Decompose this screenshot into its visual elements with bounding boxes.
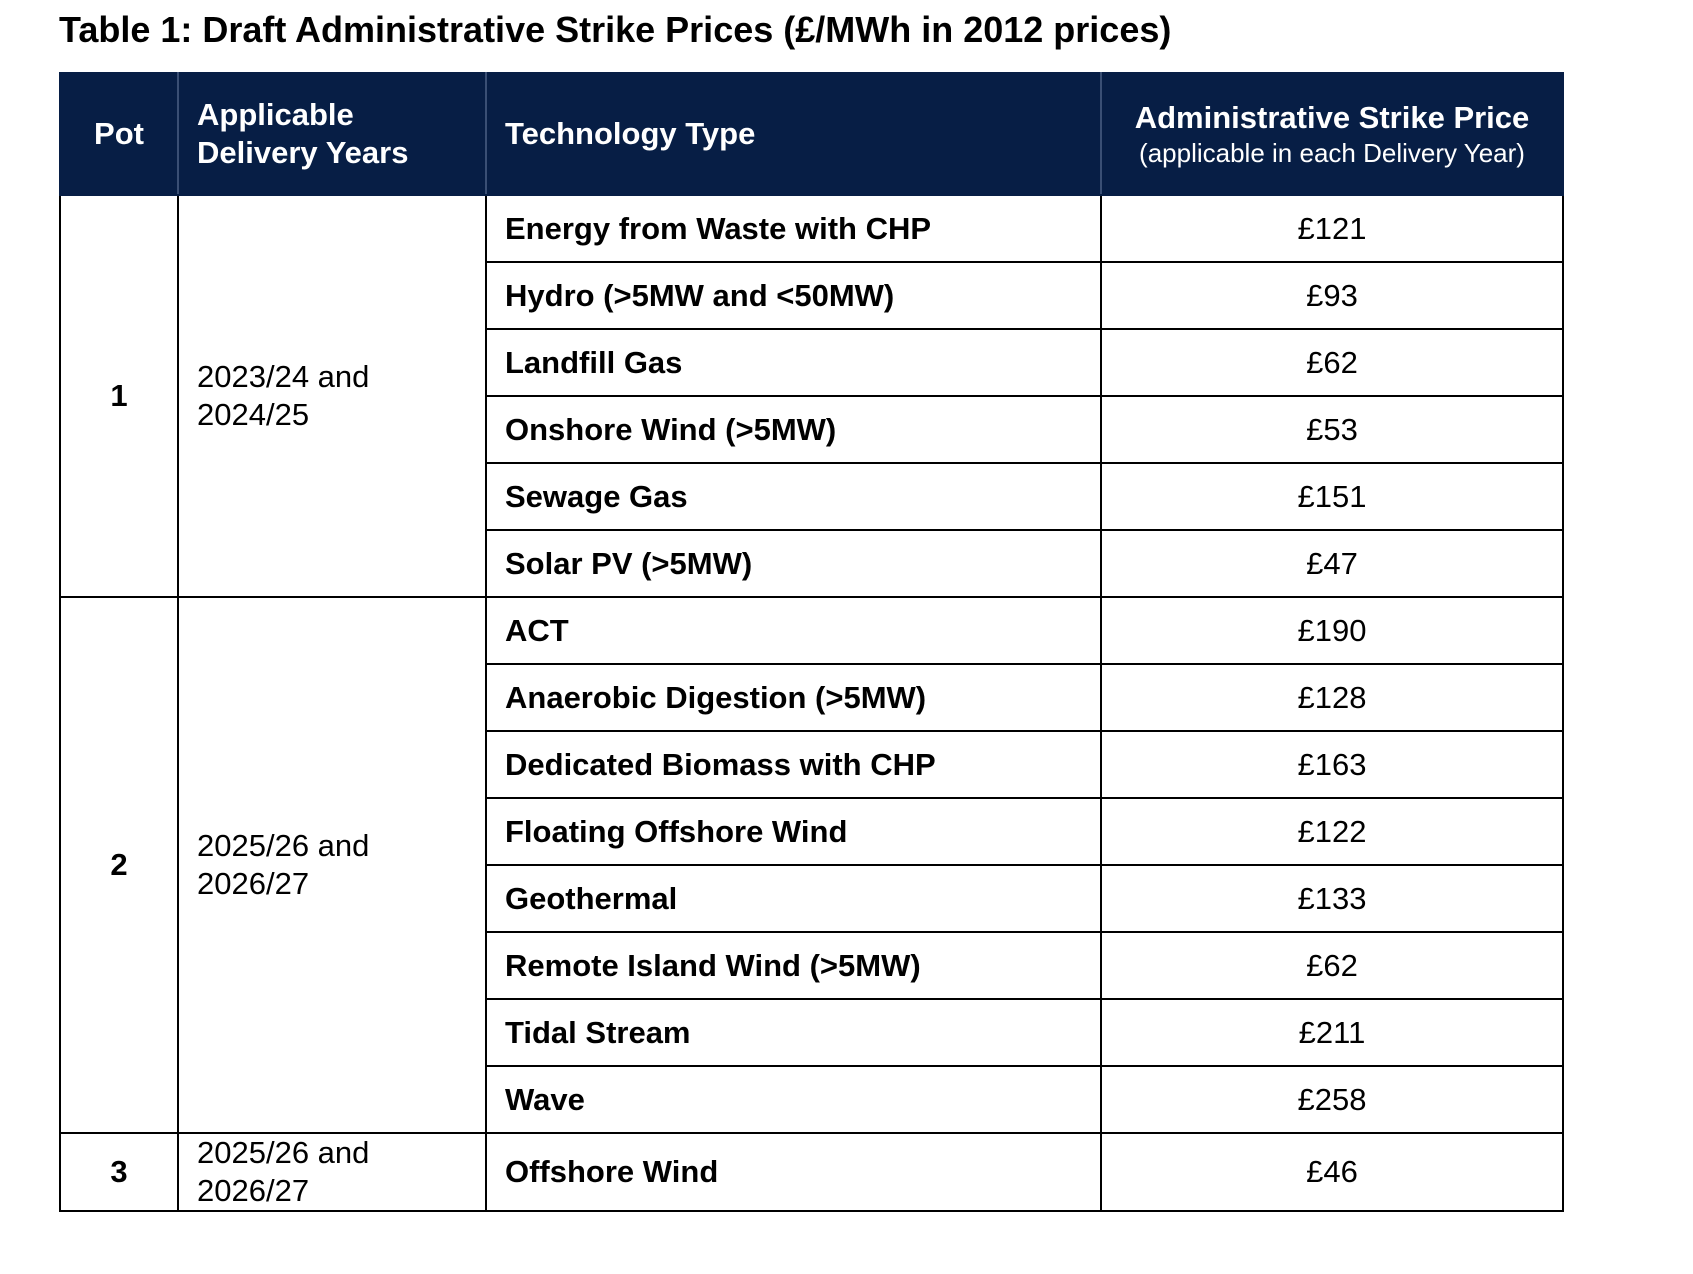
table-row: Wave £258 — [60, 1065, 1564, 1134]
strike-price: £151 — [1100, 462, 1564, 531]
table-row: Geothermal £133 — [60, 864, 1564, 933]
table-body: 1 2023/24 and 2024/25 Energy from Waste wit… — [59, 194, 1564, 1212]
technology-type: Wave — [485, 1065, 1102, 1134]
strike-price: £122 — [1100, 797, 1564, 866]
pot-number: 2 — [59, 596, 179, 1134]
strike-price: £163 — [1100, 730, 1564, 799]
technology-type: Geothermal — [485, 864, 1102, 933]
table-row: 1 2023/24 and 2024/25 Energy from Waste wit… — [59, 194, 1564, 598]
delivery-years-line2: 2024/25 — [197, 397, 310, 432]
technology-type: Tidal Stream — [485, 998, 1102, 1067]
header-strike-price: Administrative Strike Price (applicable … — [1100, 72, 1564, 196]
delivery-years: 2023/24 and 2024/25 — [177, 194, 487, 598]
technology-type: Landfill Gas — [485, 328, 1102, 397]
strike-price: £93 — [1100, 261, 1564, 330]
strike-price: £211 — [1100, 998, 1564, 1067]
technology-type: Anaerobic Digestion (>5MW) — [485, 663, 1102, 732]
strike-price-table: Pot Applicable Delivery Years Technology … — [59, 72, 1564, 1212]
header-technology-type: Technology Type — [485, 72, 1102, 196]
delivery-years: 2025/26 and 2026/27 — [177, 1132, 487, 1212]
pot-number: 3 — [59, 1132, 179, 1212]
technology-type: Dedicated Biomass with CHP — [485, 730, 1102, 799]
pot-number: 1 — [59, 194, 179, 598]
strike-price: £62 — [1100, 328, 1564, 397]
header-years-line1: Applicable — [197, 97, 354, 132]
table-row: Hydro (>5MW and <50MW) £93 — [60, 261, 1564, 330]
strike-price: £128 — [1100, 663, 1564, 732]
technology-type: Sewage Gas — [485, 462, 1102, 531]
table-row: Onshore Wind (>5MW) £53 — [60, 395, 1564, 464]
technology-type: Offshore Wind — [485, 1132, 1102, 1212]
strike-price: £258 — [1100, 1065, 1564, 1134]
table-row: 2 2025/26 and 2026/27 ACT £190 — [59, 596, 1564, 1134]
technology-type: Hydro (>5MW and <50MW) — [485, 261, 1102, 330]
delivery-years-line2: 2026/27 — [197, 1173, 310, 1208]
strike-price: £47 — [1100, 529, 1564, 598]
table-row: Floating Offshore Wind £122 — [60, 797, 1564, 866]
strike-price: £190 — [1100, 596, 1564, 665]
delivery-years-line1: 2023/24 and — [197, 359, 370, 394]
technology-type: ACT — [485, 596, 1102, 665]
header-pot: Pot — [59, 72, 179, 196]
table-row: Landfill Gas £62 — [60, 328, 1564, 397]
strike-price: £62 — [1100, 931, 1564, 1000]
table-row: Dedicated Biomass with CHP £163 — [60, 730, 1564, 799]
header-price-title: Administrative Strike Price — [1134, 100, 1530, 135]
delivery-years-line2: 2026/27 — [197, 866, 310, 901]
table-caption: Table 1: Draft Administrative Strike Pri… — [59, 9, 1172, 50]
delivery-years-line1: 2025/26 and — [197, 1135, 370, 1170]
header-delivery-years: Applicable Delivery Years — [177, 72, 487, 196]
table-row: Sewage Gas £151 — [60, 462, 1564, 531]
technology-type: Onshore Wind (>5MW) — [485, 395, 1102, 464]
table-row: 3 2025/26 and 2026/27 Offshore Wind £46 — [59, 1132, 1564, 1212]
table-header: Pot Applicable Delivery Years Technology … — [59, 72, 1564, 196]
strike-price: £53 — [1100, 395, 1564, 464]
strike-price: £121 — [1100, 194, 1564, 263]
table-row: Solar PV (>5MW) £47 — [60, 529, 1564, 598]
technology-type: Solar PV (>5MW) — [485, 529, 1102, 598]
table-row: Tidal Stream £211 — [60, 998, 1564, 1067]
table-row: Remote Island Wind (>5MW) £62 — [60, 931, 1564, 1000]
strike-price: £46 — [1100, 1132, 1564, 1212]
header-price-subtitle: (applicable in each Delivery Year) — [1139, 138, 1525, 168]
header-years-line2: Delivery Years — [197, 135, 409, 170]
technology-type: Floating Offshore Wind — [485, 797, 1102, 866]
technology-type: Energy from Waste with CHP — [485, 194, 1102, 263]
strike-price: £133 — [1100, 864, 1564, 933]
table-row: Anaerobic Digestion (>5MW) £128 — [60, 663, 1564, 732]
technology-type: Remote Island Wind (>5MW) — [485, 931, 1102, 1000]
header-row: Pot Applicable Delivery Years Technology … — [59, 72, 1564, 196]
delivery-years-line1: 2025/26 and — [197, 828, 370, 863]
delivery-years: 2025/26 and 2026/27 — [177, 596, 487, 1134]
